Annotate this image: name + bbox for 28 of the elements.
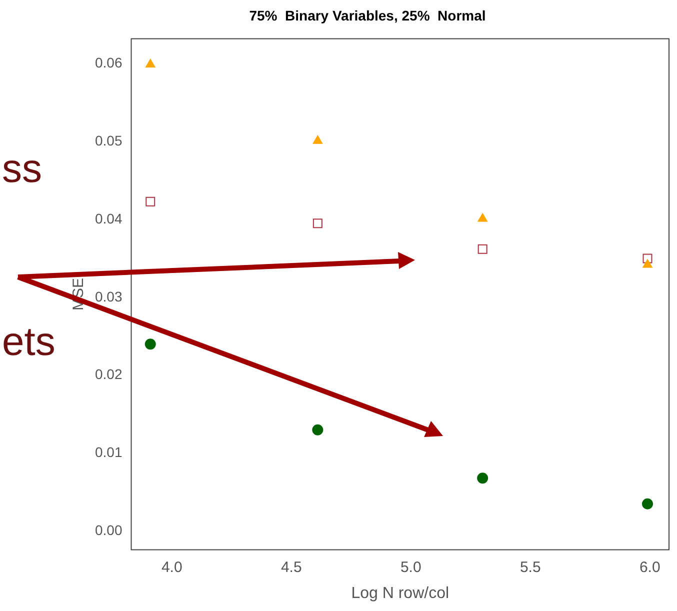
x-axis-title: Log N row/col xyxy=(351,584,450,602)
point xyxy=(642,498,653,510)
text: ets xyxy=(2,319,56,366)
point xyxy=(146,196,156,206)
point xyxy=(642,254,652,264)
x-tick-label: 4.5 xyxy=(280,558,302,576)
y-tick-label: 0.06 xyxy=(95,54,122,71)
text: ss xyxy=(2,146,42,193)
point xyxy=(477,472,488,484)
y-tick-label: 0.01 xyxy=(95,444,122,460)
y-tick-label: 0.00 xyxy=(95,522,122,538)
point xyxy=(146,59,156,68)
y-tick-label: 0.04 xyxy=(95,210,122,226)
x-tick-label: 4.0 xyxy=(161,558,182,576)
x-tick-label: 5.5 xyxy=(520,558,541,576)
y-tick-label: 0.02 xyxy=(95,366,122,382)
point xyxy=(478,244,488,254)
chart-title: 75% Binary Variables, 25% Normal xyxy=(249,7,486,24)
y-tick-label: 0.05 xyxy=(95,132,122,148)
x-tick-label: 6.0 xyxy=(639,558,660,576)
point xyxy=(312,218,322,228)
point xyxy=(312,424,324,436)
point xyxy=(312,135,322,144)
point xyxy=(642,259,652,268)
x-tick-label: 5.0 xyxy=(400,558,422,576)
point xyxy=(478,213,488,222)
point xyxy=(144,338,156,350)
y-tick-label: 0.03 xyxy=(95,288,122,304)
